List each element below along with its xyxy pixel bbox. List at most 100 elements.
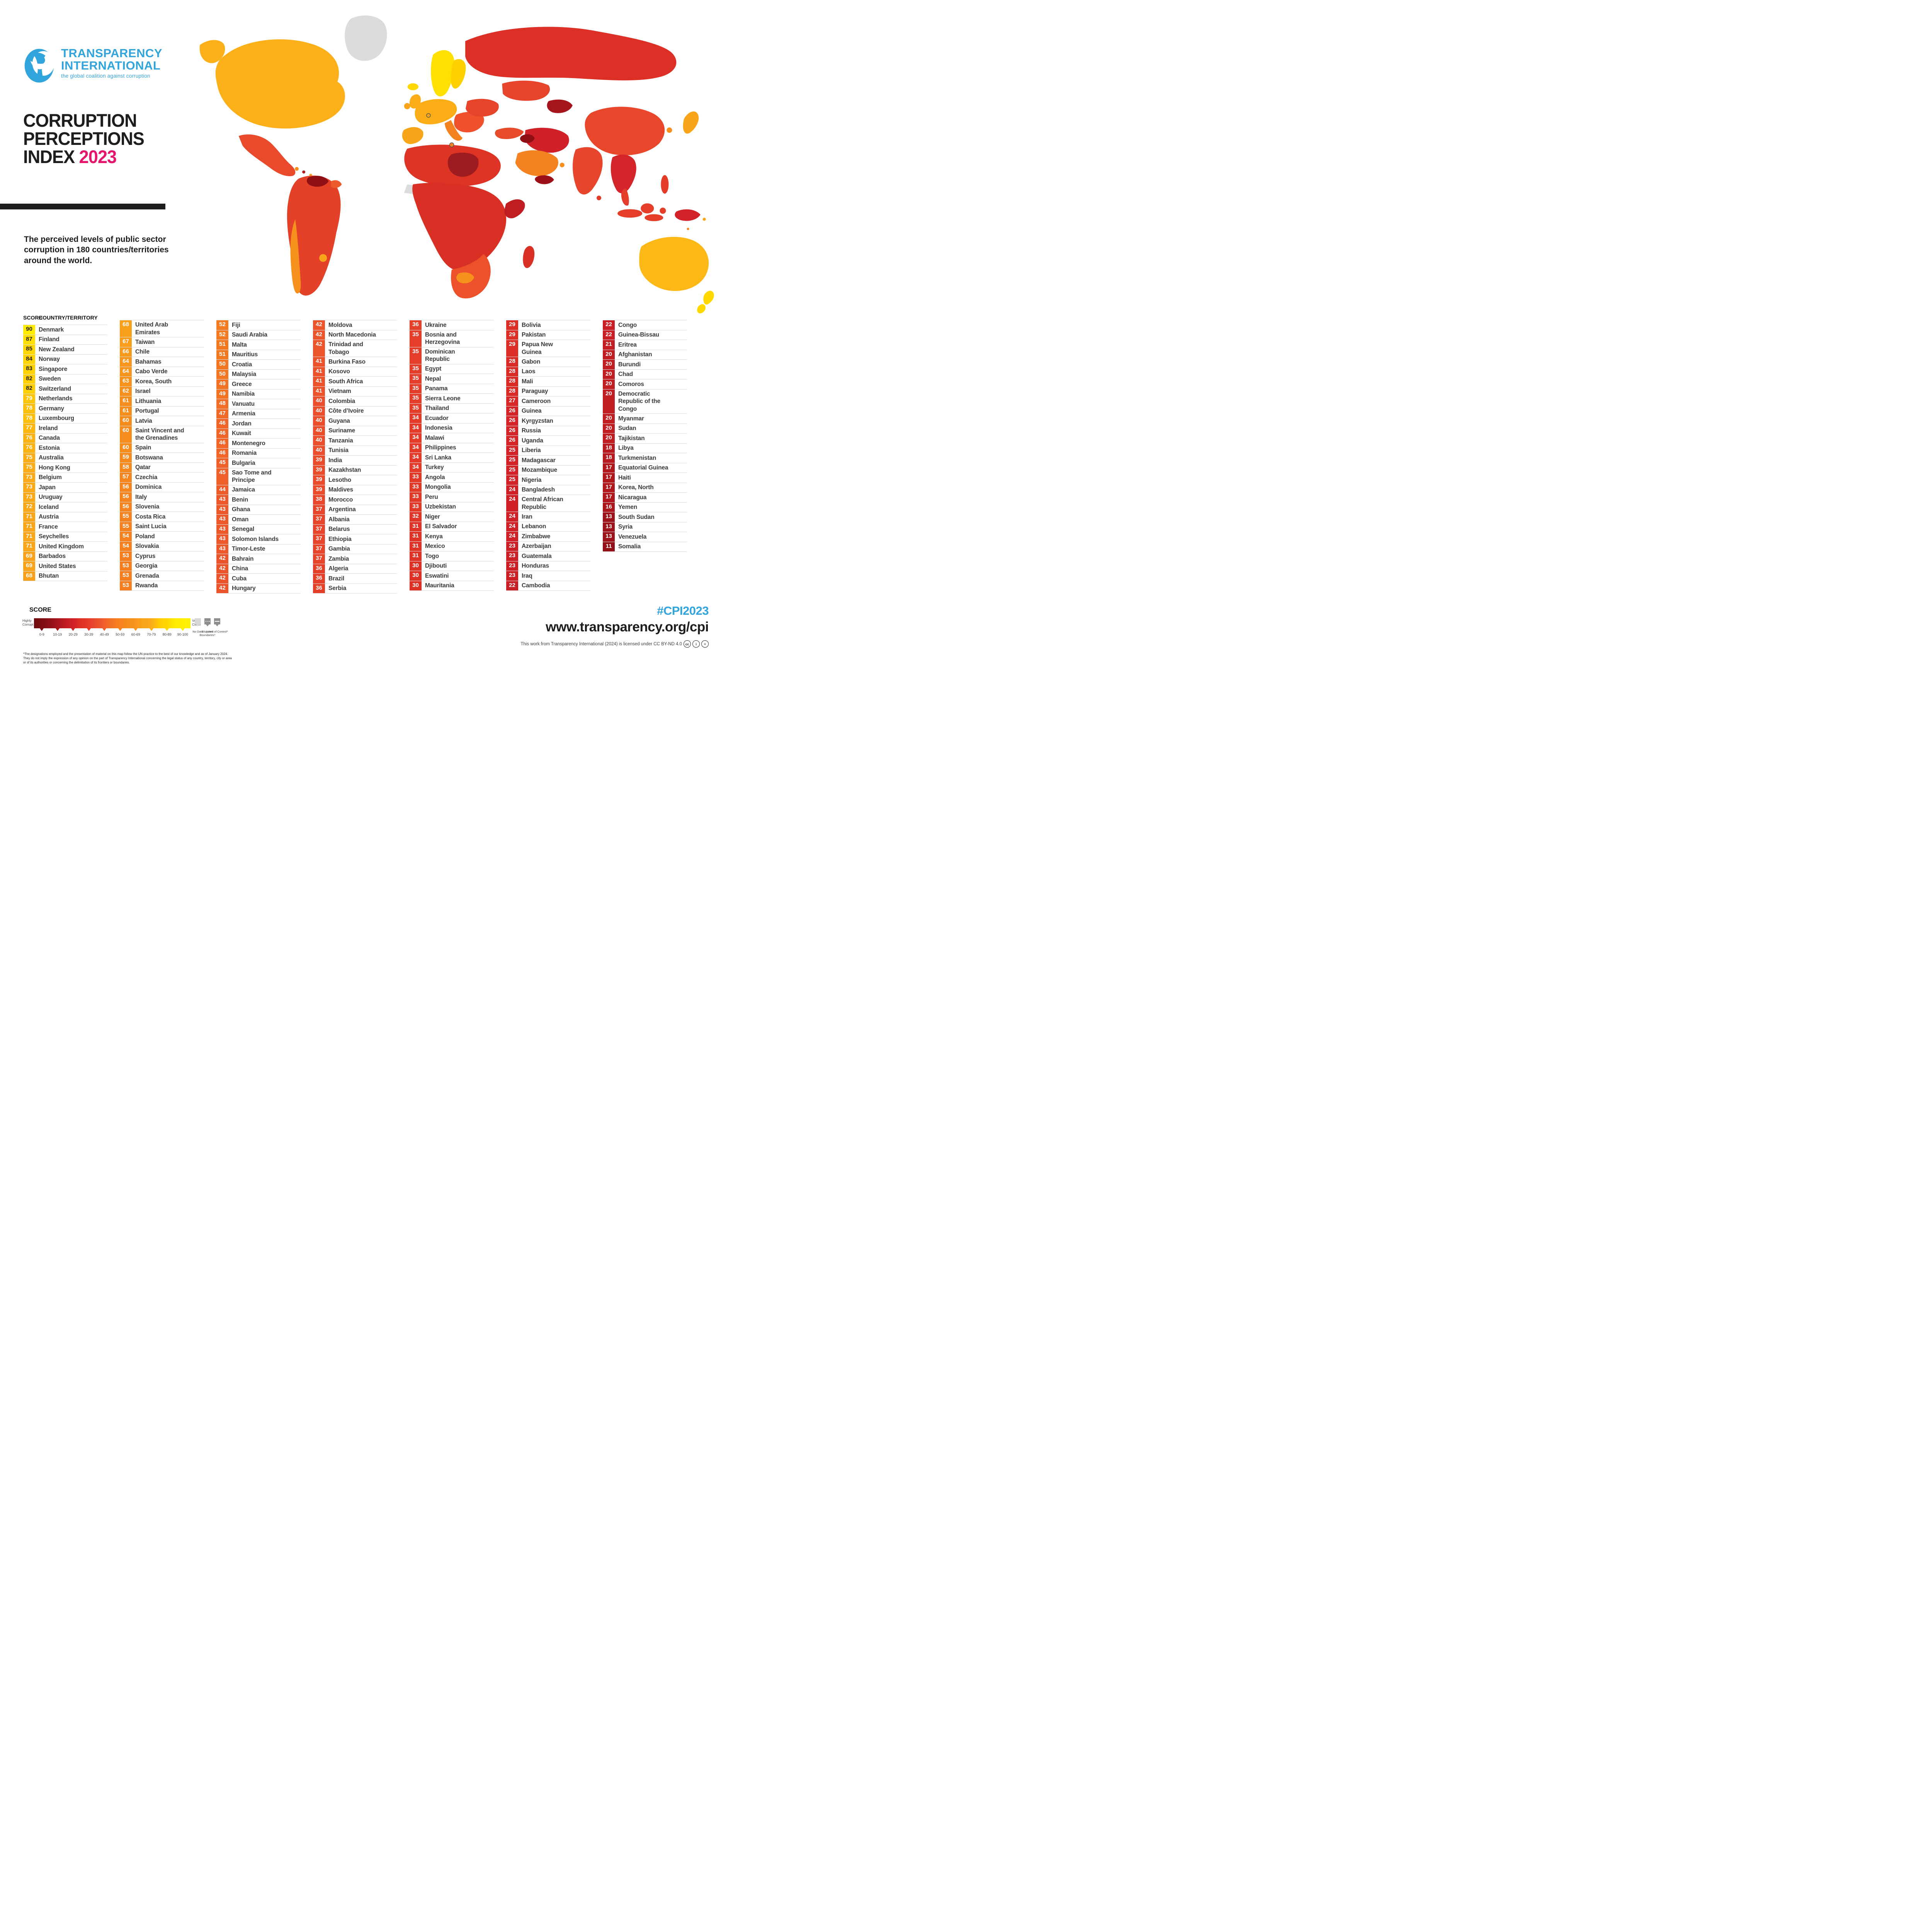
score-badge: 28 [506, 386, 518, 396]
country-name: Costa Rica [135, 513, 166, 520]
score-badge: 36 [313, 583, 325, 593]
brand: TRANSPARENCY INTERNATIONAL the global co… [24, 47, 162, 84]
list-item: 31 Kenya [410, 531, 494, 541]
list-item: 34 Ecuador [410, 413, 494, 423]
country-name: United Kingdom [39, 543, 84, 550]
country-name: Spain [135, 444, 151, 451]
score-badge: 57 [120, 473, 132, 482]
score-badge: 13 [603, 532, 615, 542]
score-badge: 35 [410, 347, 422, 364]
list-item: 71 France [23, 522, 107, 532]
map-region-iberia [402, 127, 423, 144]
score-badge: 33 [410, 473, 422, 482]
list-item: 35 Bosnia and Herzegovina [410, 330, 494, 347]
list-item: 48 Vanuatu [216, 399, 301, 409]
score-badge: 40 [313, 436, 325, 446]
score-badge: 45 [216, 458, 228, 468]
score-badge: 61 [120, 396, 132, 406]
country-name: Switzerland [39, 385, 71, 392]
legend-tick: 30-39 [84, 633, 94, 636]
list-item: 53 Georgia [120, 561, 204, 571]
list-item: 90 Denmark [23, 325, 107, 335]
list-item: 31 Mexico [410, 541, 494, 551]
score-badge: 77 [23, 423, 35, 433]
list-item: 78 Germany [23, 403, 107, 413]
country-name: Sao Tome and Principe [232, 469, 272, 484]
list-item: 31 Togo [410, 551, 494, 561]
list-item: 67 Taiwan [120, 337, 204, 347]
score-badge: 23 [506, 571, 518, 581]
list-item: 33 Mongolia [410, 482, 494, 492]
country-name: France [39, 523, 58, 530]
no-data-swatch [195, 618, 201, 624]
country-name: Mongolia [425, 484, 451, 490]
country-name: Peru [425, 493, 438, 500]
list-item: 64 Cabo Verde [120, 366, 204, 376]
disputed-boundaries-label: Disputed Boundaries* [199, 630, 216, 637]
list-item: 75 Hong Kong [23, 463, 107, 473]
score-badge: 35 [410, 374, 422, 384]
score-badge: 37 [313, 544, 325, 554]
score-badge: 38 [313, 495, 325, 505]
map-region-venezuela [307, 176, 329, 187]
country-name: South Africa [328, 378, 363, 385]
list-item: 17 Equatorial Guinea [603, 463, 687, 473]
list-item: 37 Albania [313, 514, 397, 524]
score-badge: 35 [410, 330, 422, 347]
score-column-7: 22 Congo 22 Guinea-Bissau 21 Eritrea 20 Afghani… [603, 315, 687, 594]
lines-of-control-pointer [216, 624, 219, 626]
list-item: 26 Uganda [506, 435, 590, 446]
map-marker-luxembourg [426, 113, 431, 118]
list-item: 73 Japan [23, 482, 107, 492]
country-name: Guinea [522, 408, 542, 414]
score-badge: 32 [410, 512, 422, 522]
country-name: Colombia [328, 398, 355, 405]
list-item: 60 Spain [120, 442, 204, 452]
score-badge: 17 [603, 493, 615, 502]
map-region-sri-lanka [596, 196, 601, 201]
country-name: Taiwan [135, 338, 155, 345]
country-name: Jordan [232, 420, 252, 427]
score-badge: 85 [23, 345, 35, 354]
score-badge: 56 [120, 492, 132, 502]
score-badge: 22 [506, 581, 518, 590]
list-item: 46 Montenegro [216, 438, 301, 448]
country-header: COUNTRY/TERRITORY [39, 315, 98, 321]
country-name: Kazakhstan [328, 467, 361, 473]
website-url[interactable]: www.transparency.org/cpi [546, 619, 709, 634]
country-name: Thailand [425, 405, 449, 412]
score-badge: 41 [313, 377, 325, 386]
legend-pointer [180, 628, 185, 631]
map-region-malay-peninsula [621, 188, 629, 206]
map-region-western-europe [415, 99, 457, 124]
score-badge: 52 [216, 320, 228, 330]
score-badge: 20 [603, 434, 615, 443]
score-badge: 44 [216, 485, 228, 495]
list-item: 78 Luxembourg [23, 413, 107, 423]
no-data-pointer [196, 624, 199, 626]
list-item: 36 Brazil [313, 573, 397, 583]
score-badge: 50 [216, 369, 228, 379]
list-item: 43 Oman [216, 514, 301, 524]
score-badge: 56 [120, 482, 132, 492]
list-item: 35 Nepal [410, 374, 494, 384]
legend-tick: 60-69 [131, 633, 140, 636]
score-badge: 82 [23, 374, 35, 384]
map-region-syria [520, 134, 535, 143]
score-badge: 28 [506, 357, 518, 367]
list-item: 29 Papua New Guinea [506, 340, 590, 357]
list-item: 30 Mauritania [410, 580, 494, 591]
country-name: Saint Vincent and the Grenadines [135, 427, 184, 442]
list-item: 37 Zambia [313, 554, 397, 564]
country-name: China [232, 565, 248, 572]
score-badge: 17 [603, 463, 615, 473]
list-item: 40 Guyana [313, 416, 397, 426]
country-name: Panama [425, 385, 448, 392]
score-badge: 28 [506, 367, 518, 376]
list-item: 22 Cambodia [506, 580, 590, 591]
list-item: 84 Norway [23, 354, 107, 364]
country-name: Uganda [522, 437, 543, 444]
score-badge: 53 [120, 561, 132, 571]
score-badge: 17 [603, 483, 615, 492]
score-badge: 50 [216, 360, 228, 369]
